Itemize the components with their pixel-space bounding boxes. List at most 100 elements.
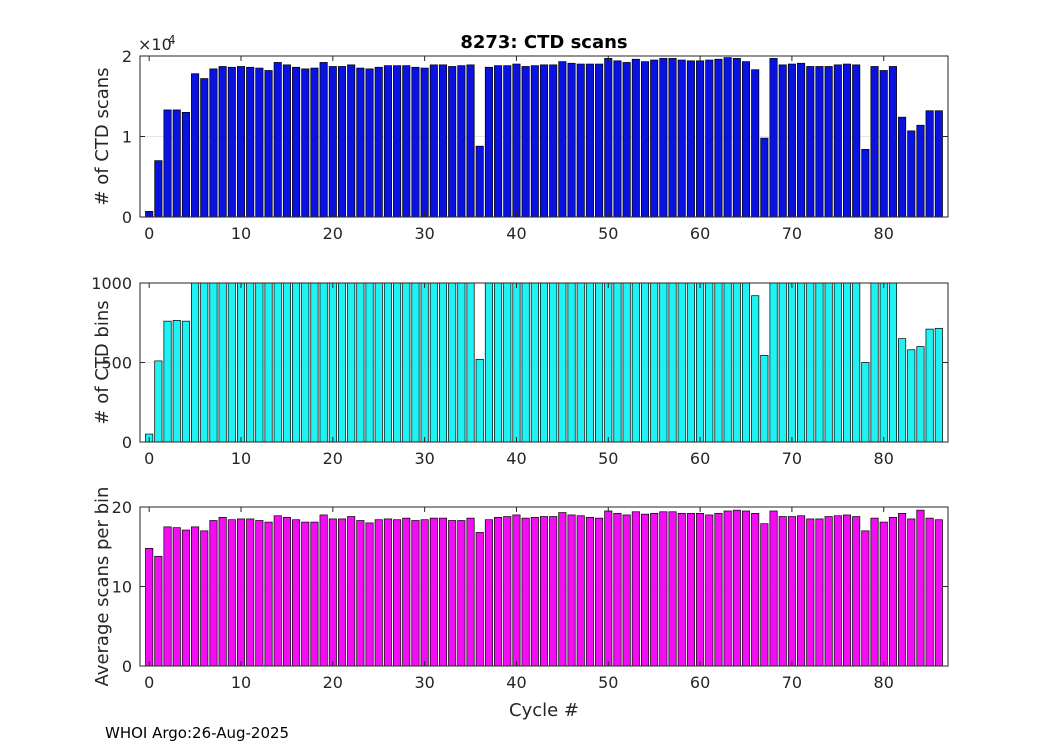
y-tick-label: 0	[122, 433, 132, 452]
bar	[539, 516, 549, 667]
y-exponent-label: ×10	[138, 35, 172, 54]
bar	[879, 70, 888, 218]
bar	[714, 58, 723, 218]
bar	[778, 282, 787, 443]
y-axis-label: # of CTD scans	[92, 67, 113, 205]
bar	[723, 282, 732, 443]
bar	[448, 66, 457, 218]
bar	[723, 510, 732, 667]
bar	[576, 63, 585, 218]
bar	[705, 514, 714, 667]
bar	[585, 516, 594, 667]
bar	[383, 65, 392, 218]
bar	[595, 282, 604, 443]
bar	[438, 64, 448, 218]
bar	[521, 66, 530, 218]
bar	[714, 282, 723, 443]
y-exponent-power: 4	[168, 33, 176, 47]
bar	[172, 109, 181, 218]
bar	[255, 282, 264, 443]
x-tick-label: 30	[414, 224, 434, 243]
bar	[769, 510, 778, 667]
bar	[319, 282, 328, 443]
y-axis-label: Average scans per bin	[92, 487, 113, 687]
bar	[484, 282, 493, 443]
bar	[191, 73, 200, 218]
bar	[916, 124, 925, 218]
bar	[347, 64, 356, 218]
bar	[301, 521, 310, 667]
bar	[631, 282, 640, 443]
bar	[659, 282, 668, 443]
x-tick-label: 10	[231, 224, 251, 243]
bar	[420, 67, 429, 218]
bar	[374, 66, 383, 218]
x-tick-label: 60	[690, 449, 710, 468]
bar	[595, 63, 604, 218]
bar	[769, 282, 778, 443]
bar	[393, 519, 402, 667]
bar	[898, 513, 907, 667]
x-tick-label: 0	[144, 224, 154, 243]
bar	[163, 526, 172, 667]
bar	[365, 522, 374, 667]
bar	[659, 58, 668, 218]
bar	[907, 349, 916, 443]
bar	[861, 530, 870, 667]
bar	[310, 67, 319, 218]
bar	[264, 70, 273, 218]
x-tick-label: 40	[506, 673, 526, 692]
bar	[842, 63, 852, 218]
bar	[512, 282, 521, 443]
bar	[402, 282, 411, 443]
y-tick-label: 0	[122, 657, 132, 676]
bar	[870, 282, 879, 443]
bar	[604, 58, 613, 218]
bar	[934, 327, 943, 443]
bar	[337, 282, 347, 443]
bar	[861, 149, 870, 218]
bar	[741, 510, 751, 667]
bar	[696, 282, 705, 443]
bar	[833, 282, 842, 443]
bar	[475, 358, 484, 443]
bar	[319, 514, 328, 667]
bar	[494, 282, 503, 443]
x-tick-label: 40	[506, 449, 526, 468]
bar	[842, 282, 852, 443]
bar	[622, 514, 631, 667]
bar	[677, 282, 686, 443]
bar	[852, 282, 861, 443]
bar	[448, 520, 457, 667]
bar	[668, 282, 677, 443]
bar	[328, 66, 337, 218]
bar	[181, 320, 190, 443]
bar	[539, 64, 549, 218]
bar	[227, 282, 236, 443]
bar	[411, 66, 420, 218]
bar	[650, 282, 659, 443]
bar	[934, 110, 943, 218]
bar	[273, 515, 282, 667]
bar	[457, 282, 466, 443]
bar	[787, 63, 796, 218]
bar	[640, 61, 650, 218]
bar	[227, 66, 236, 218]
bar	[567, 282, 576, 443]
bar	[494, 516, 503, 667]
bar	[521, 282, 530, 443]
y-tick-label: 2	[122, 47, 132, 66]
bar	[200, 78, 209, 218]
bar	[833, 515, 842, 667]
bar	[870, 66, 879, 218]
bar	[438, 517, 448, 667]
bar	[760, 355, 769, 443]
bar	[558, 61, 567, 218]
y-tick-label: 10	[112, 578, 132, 597]
bar	[604, 282, 613, 443]
bar	[494, 65, 503, 218]
bar	[595, 517, 604, 667]
bar	[163, 109, 172, 218]
bar	[282, 64, 291, 218]
footer-credit: WHOI Argo:26-Aug-2025	[105, 724, 290, 742]
